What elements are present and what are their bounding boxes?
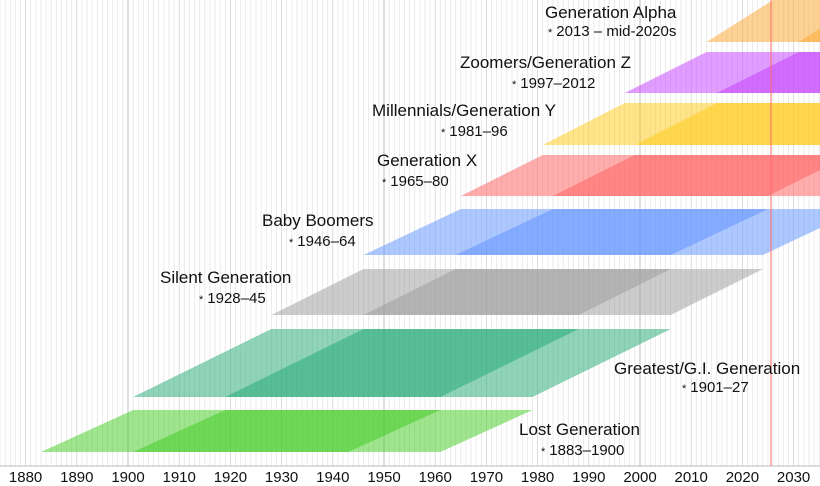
generation-name: Lost Generation <box>519 420 640 439</box>
birth-symbol-icon: * <box>382 177 387 189</box>
years-text: 1997–2012 <box>520 75 596 92</box>
generation-name: Generation Alpha <box>545 3 677 22</box>
generation-years: * 2013 – mid-2020s <box>548 24 676 39</box>
axis-tick-label: 2000 <box>623 469 657 486</box>
generation-name: Baby Boomers <box>262 211 374 230</box>
axis-tick-label: 1890 <box>60 469 94 486</box>
years-text: 1981–96 <box>449 123 508 140</box>
generation-years: * 1946–64 <box>289 234 356 249</box>
years-text: 1946–64 <box>297 233 356 250</box>
birth-symbol-icon: * <box>682 383 687 395</box>
generation-band-late <box>552 155 820 196</box>
birth-symbol-icon: * <box>541 446 546 458</box>
generation-band-late <box>634 103 820 145</box>
generation-name: Zoomers/Generation Z <box>460 53 632 72</box>
axis-tick-label: 1910 <box>162 469 196 486</box>
generation-band-late <box>798 28 820 42</box>
axis-tick-label: 1970 <box>469 469 504 486</box>
generation-name: Millennials/Generation Y <box>372 101 556 120</box>
generation-years: * 1928–45 <box>199 291 266 306</box>
axis-tick-label: 2010 <box>674 469 708 486</box>
years-text: 1965–80 <box>390 173 449 190</box>
axis-tick-label: 1900 <box>111 469 145 486</box>
generation-name: Generation X <box>377 151 478 170</box>
years-text: 1901–27 <box>690 379 749 396</box>
generation-years: * 1965–80 <box>382 174 449 189</box>
birth-symbol-icon: * <box>289 237 294 249</box>
axis-tick-label: 1880 <box>8 469 43 486</box>
generation-years: * 1901–27 <box>682 380 749 395</box>
years-text: 2013 – mid-2020s <box>556 23 677 40</box>
generation-years: * 1883–1900 <box>541 443 624 458</box>
generation-name: Greatest/G.I. Generation <box>614 359 801 378</box>
axis-tick-label: 1980 <box>520 469 555 486</box>
generation-band-late <box>225 329 671 397</box>
generation-band-late <box>363 269 763 315</box>
axis-tick-label: 1950 <box>367 469 401 486</box>
axis-tick-label: 2030 <box>776 469 811 486</box>
axis-tick-label: 1960 <box>418 469 452 486</box>
years-text: 1883–1900 <box>549 442 625 459</box>
generation-years: * 1981–96 <box>441 124 508 139</box>
axis-tick-label: 2020 <box>725 469 760 486</box>
generation-band-early <box>706 0 820 42</box>
generation-band-late <box>133 410 533 452</box>
birth-symbol-icon: * <box>512 79 517 91</box>
axis-tick-label: 1920 <box>213 469 248 486</box>
generation-years: * 1997–2012 <box>512 76 595 91</box>
axis-tick-label: 1990 <box>572 469 606 486</box>
generation-name: Silent Generation <box>160 268 292 287</box>
birth-symbol-icon: * <box>441 127 446 139</box>
years-text: 1928–45 <box>207 290 266 307</box>
generation-band-late <box>455 209 820 255</box>
birth-symbol-icon: * <box>199 294 204 306</box>
axis-tick-label: 1940 <box>316 469 350 486</box>
generation-band-late <box>716 52 820 93</box>
birth-symbol-icon: * <box>548 27 553 39</box>
axis-tick-label: 1930 <box>264 469 299 486</box>
